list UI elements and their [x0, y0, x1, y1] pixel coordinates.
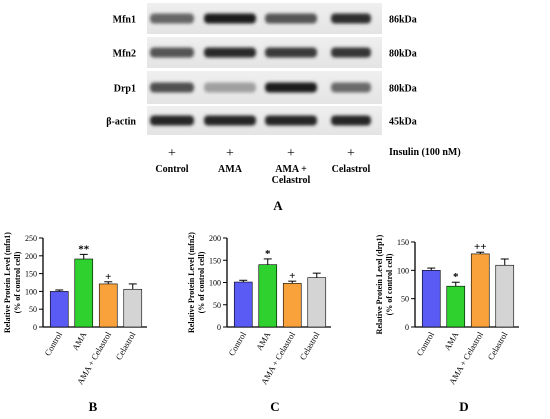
y-tick-label: 0: [405, 323, 409, 332]
x-tick-label: Celastrol: [113, 329, 137, 361]
chart-c: 0 50 100 150 200 Relative Protein Level (mfn2…: [187, 232, 331, 414]
panel-label-a: A: [273, 198, 283, 213]
bar: [123, 288, 143, 328]
y-axis-label: (% of control cell): [13, 251, 22, 313]
significance-mark: ++: [474, 241, 487, 253]
x-tick-label: AMA: [254, 329, 273, 352]
protein-label: Mfn1: [113, 15, 136, 26]
chart-b: 0 50 100 150 200 250 Relative Protein Level (m…: [3, 232, 147, 414]
y-tick-label: 200: [209, 234, 221, 243]
lane-label: Control: [155, 164, 188, 175]
panel-label: D: [459, 399, 468, 414]
significance-mark: +: [289, 270, 295, 282]
blot-band: [204, 115, 256, 126]
bar: [446, 285, 466, 328]
lane-label: AMA +: [275, 164, 307, 175]
insulin-plus-sign: +: [168, 146, 176, 161]
western-blot-panel: Mfn1 86kDa Mfn2 80kDa Drp1 80kDa β-actin 45kDa +…: [106, 3, 461, 213]
bar: [307, 277, 327, 328]
blot-band: [150, 115, 194, 126]
bar-charts: 0 50 100 150 200 250 Relative Protein Level (m…: [3, 232, 519, 414]
insulin-plus-sign: +: [226, 146, 234, 161]
chart-d: 0 50 100 150 Relative Protein Level (drp1) (%…: [375, 234, 519, 414]
blot-band: [204, 13, 256, 24]
insulin-label: Insulin (100 nM): [389, 147, 461, 158]
bar: [495, 264, 515, 328]
lane-label: AMA: [218, 164, 243, 175]
x-tick-label: Control: [42, 329, 64, 357]
y-axis-label: (% of control cell): [197, 251, 206, 313]
y-axis-label: Relative Protein Level (mfn1): [3, 232, 12, 333]
blot-band: [204, 47, 256, 58]
kda-label: 80kDa: [389, 84, 417, 95]
lane-label: Celastrol: [332, 164, 371, 175]
x-tick-label: Control: [226, 329, 248, 357]
lane-label: Celastrol: [272, 175, 311, 186]
x-tick-label: Control: [414, 329, 436, 357]
significance-mark: +: [105, 271, 111, 283]
x-tick-label: Celastrol: [297, 329, 321, 361]
bar: [421, 270, 441, 328]
blot-band: [204, 82, 256, 93]
y-tick-label: 200: [25, 252, 37, 261]
panel-label: B: [89, 399, 98, 414]
blot-band: [331, 115, 371, 126]
y-tick-label: 150: [25, 270, 37, 279]
y-axis-label: Relative Protein Level (drp1): [375, 234, 384, 334]
y-axis-label: (% of control cell): [385, 253, 394, 315]
blot-band: [150, 47, 194, 58]
x-tick-label: Celastrol: [485, 329, 509, 361]
bar: [282, 283, 302, 328]
bar: [98, 283, 118, 328]
significance-mark: *: [265, 248, 271, 260]
y-tick-label: 250: [25, 234, 37, 243]
blot-band: [265, 115, 317, 126]
panel-label: C: [270, 399, 279, 414]
bar: [233, 281, 253, 328]
significance-mark: **: [78, 243, 90, 255]
kda-label: 45kDa: [389, 117, 417, 128]
insulin-plus-sign: +: [287, 146, 295, 161]
y-tick-label: 100: [209, 279, 221, 288]
kda-label: 80kDa: [389, 49, 417, 60]
x-tick-label: AMA: [442, 329, 461, 352]
y-tick-label: 50: [29, 305, 37, 314]
blot-band: [150, 82, 194, 93]
bar: [74, 258, 94, 328]
blot-band: [331, 47, 371, 58]
blot-band: [265, 82, 317, 93]
blot-band: [265, 13, 317, 24]
bar: [258, 264, 278, 328]
protein-label: Drp1: [114, 84, 136, 95]
protein-label: Mfn2: [113, 49, 136, 60]
y-tick-label: 100: [25, 287, 37, 296]
protein-label: β-actin: [106, 117, 136, 128]
blot-band: [150, 13, 194, 24]
x-tick-label: AMA: [70, 329, 89, 352]
significance-mark: *: [453, 271, 459, 283]
blot-band: [331, 13, 371, 24]
insulin-plus-sign: +: [347, 146, 355, 161]
kda-label: 86kDa: [389, 15, 417, 26]
y-tick-label: 50: [401, 295, 409, 304]
blot-band: [331, 82, 371, 93]
y-axis-label: Relative Protein Level (mfn2): [187, 232, 196, 333]
y-tick-label: 150: [397, 238, 409, 247]
y-tick-label: 0: [217, 323, 221, 332]
y-tick-label: 150: [209, 256, 221, 265]
blot-band: [265, 47, 317, 58]
y-tick-label: 0: [33, 323, 37, 332]
bar: [49, 291, 69, 328]
y-tick-label: 50: [213, 301, 221, 310]
y-tick-label: 100: [397, 266, 409, 275]
bar: [470, 253, 490, 328]
